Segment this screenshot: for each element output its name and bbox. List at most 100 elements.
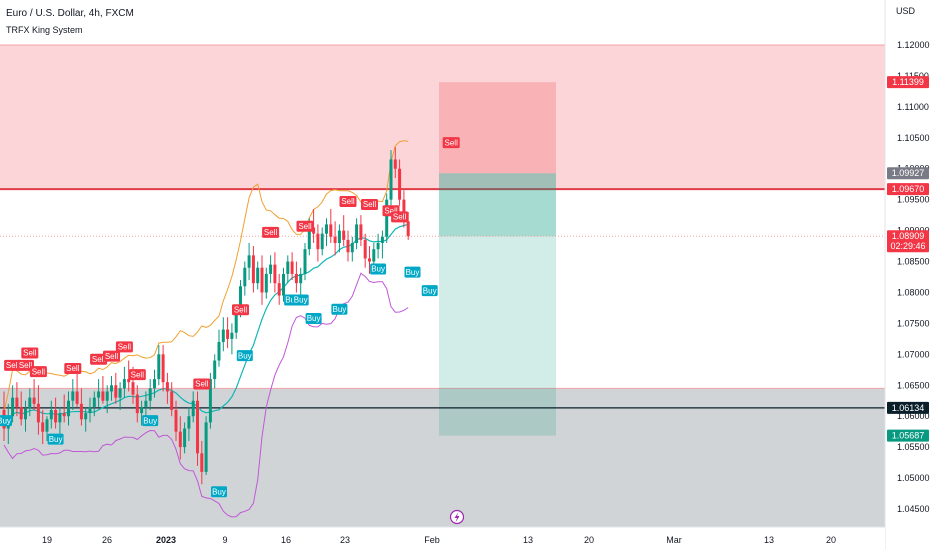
candle-body bbox=[299, 273, 303, 284]
y-tick-label: 1.06000 bbox=[897, 411, 930, 421]
signal-label: Sell bbox=[92, 355, 106, 364]
candle-body bbox=[144, 400, 148, 407]
price-badge bbox=[887, 230, 929, 253]
signal-label: Sell bbox=[341, 197, 355, 206]
price-badge-label: 1.09927 bbox=[892, 168, 925, 178]
candle-body bbox=[19, 406, 23, 420]
candle-body bbox=[97, 391, 101, 398]
sell-signal bbox=[262, 226, 280, 238]
candle-body bbox=[260, 267, 264, 293]
buy-signal bbox=[404, 266, 421, 278]
candle-body bbox=[372, 249, 376, 262]
y-tick-label: 1.07500 bbox=[897, 318, 930, 328]
candle-body bbox=[226, 329, 230, 339]
candle-body bbox=[105, 391, 109, 401]
signal-label: Buy bbox=[333, 305, 347, 314]
candle-body bbox=[406, 221, 410, 237]
x-tick-label: Feb bbox=[424, 535, 440, 545]
candle-body bbox=[389, 159, 393, 200]
candle-body bbox=[58, 413, 62, 423]
x-tick-label: 16 bbox=[281, 535, 291, 545]
candle-body bbox=[15, 397, 19, 407]
candle-body bbox=[337, 230, 341, 243]
price-badge bbox=[887, 183, 929, 196]
candle-body bbox=[161, 354, 165, 383]
buy-signal bbox=[0, 415, 12, 427]
buy-signal bbox=[236, 350, 253, 362]
sell-signal bbox=[128, 369, 146, 381]
x-tick-label: 13 bbox=[764, 535, 774, 545]
candle-body bbox=[213, 360, 217, 380]
signal-label: Buy bbox=[49, 435, 63, 444]
y-tick-label: 1.06500 bbox=[897, 380, 930, 390]
countdown-label: 02:29:46 bbox=[890, 241, 925, 251]
baseline bbox=[3, 223, 409, 429]
signal-label: Buy bbox=[143, 416, 157, 425]
y-tick-label: 1.07000 bbox=[897, 349, 930, 359]
sell-signal bbox=[193, 378, 211, 390]
candle-body bbox=[286, 261, 290, 274]
candle-body bbox=[54, 410, 58, 423]
signal-label: Buy bbox=[371, 265, 385, 274]
candle-body bbox=[342, 230, 346, 240]
candle-body bbox=[71, 391, 75, 401]
candle-body bbox=[221, 329, 225, 342]
signal-label: Sell bbox=[298, 222, 312, 231]
candle-body bbox=[110, 385, 113, 392]
x-tick-label: 26 bbox=[102, 535, 112, 545]
candle-body bbox=[264, 273, 268, 293]
candle-body bbox=[191, 400, 195, 417]
buy-signal bbox=[47, 433, 64, 445]
candle-body bbox=[157, 354, 161, 380]
candle-body bbox=[187, 416, 191, 429]
candle-body bbox=[196, 400, 199, 454]
candle-body bbox=[28, 397, 32, 409]
candle-body bbox=[200, 453, 204, 472]
indicator-name: TRFX King System bbox=[6, 25, 83, 35]
x-tick-label: 20 bbox=[584, 535, 594, 545]
candle-body bbox=[165, 382, 169, 392]
candle-body bbox=[217, 341, 221, 361]
candle-body bbox=[355, 224, 359, 243]
buy-signal bbox=[305, 313, 322, 325]
candle-body bbox=[41, 422, 45, 432]
candle-body bbox=[32, 397, 36, 404]
signal-label: Buy bbox=[0, 416, 11, 425]
y-tick-label: 1.10500 bbox=[897, 133, 930, 143]
candle-body bbox=[256, 267, 260, 284]
signal-label: Sell bbox=[105, 352, 119, 361]
candle-body bbox=[127, 379, 131, 383]
candle-body bbox=[174, 410, 178, 432]
sell-signal bbox=[29, 366, 47, 378]
buy-signal bbox=[421, 285, 438, 297]
x-tick-label: Mar bbox=[666, 535, 682, 545]
chart-title: Euro / U.S. Dollar, 4h, FXCM bbox=[6, 8, 134, 19]
price-badge-label: 1.11399 bbox=[892, 77, 924, 87]
x-tick-label: 9 bbox=[222, 535, 227, 545]
candle-body bbox=[170, 391, 174, 411]
chart-legend: Euro / U.S. Dollar, 4h, FXCM TRFX King S… bbox=[6, 6, 134, 38]
candle-body bbox=[67, 400, 70, 417]
candle-body bbox=[359, 224, 363, 240]
candle-body bbox=[346, 239, 350, 253]
candle-body bbox=[239, 286, 242, 312]
candle-body bbox=[122, 379, 126, 389]
stop-loss-area bbox=[439, 82, 556, 174]
candle-body bbox=[350, 242, 354, 253]
candle-body bbox=[398, 168, 402, 200]
candle-body bbox=[88, 406, 92, 414]
buy-signal bbox=[142, 415, 159, 427]
candle-body bbox=[230, 332, 234, 339]
candle-body bbox=[148, 388, 152, 401]
candle-body bbox=[75, 391, 79, 404]
candle-body bbox=[385, 199, 389, 237]
sell-signal bbox=[103, 350, 120, 362]
sell-signal bbox=[296, 220, 314, 232]
price-badge-label: 1.09670 bbox=[892, 184, 925, 194]
x-tick-label: 23 bbox=[340, 535, 350, 545]
buy-signal bbox=[331, 303, 348, 315]
candle-body bbox=[273, 264, 277, 284]
y-tick-label: 1.08500 bbox=[897, 257, 930, 267]
sell-signal bbox=[339, 195, 357, 207]
